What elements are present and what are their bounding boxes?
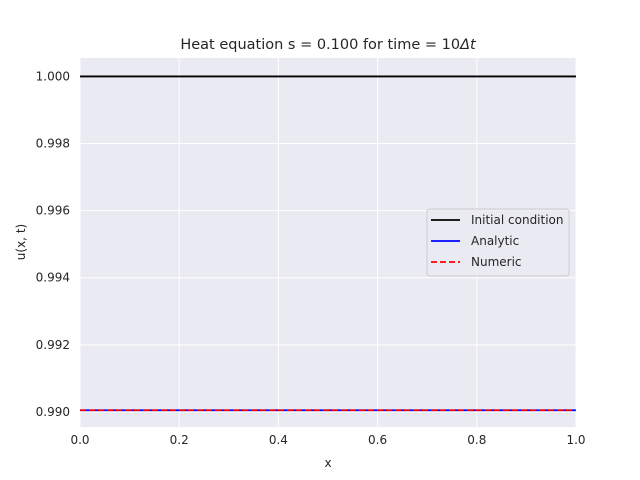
y-axis-ticks: 0.990 0.992 0.994 0.996 0.998 1.000 (36, 69, 70, 418)
chart-title: Heat equation s = 0.100 for time = 10Δt (180, 37, 477, 53)
y-tick-label: 0.994 (36, 271, 70, 285)
x-tick-label: 0.8 (467, 433, 486, 447)
legend-label: Initial condition (471, 213, 564, 227)
x-tick-label: 1.0 (566, 433, 585, 447)
title-symbol: Δt (459, 37, 477, 53)
y-axis-label: u(x, t) (14, 224, 28, 260)
y-tick-label: 0.990 (36, 405, 70, 419)
x-tick-label: 0.4 (269, 433, 288, 447)
x-axis-label: x (324, 456, 331, 470)
y-tick-label: 0.998 (36, 137, 70, 151)
y-tick-label: 0.992 (36, 338, 70, 352)
y-tick-label: 1.000 (36, 69, 70, 83)
series-layer (80, 75, 576, 412)
x-tick-label: 0.6 (368, 433, 387, 447)
x-axis-ticks: 0.0 0.2 0.4 0.6 0.8 1.0 (70, 433, 585, 447)
legend: Initial condition Analytic Numeric (426, 208, 570, 277)
legend-box (426, 208, 570, 277)
legend-label: Analytic (471, 234, 519, 248)
x-tick-label: 0.2 (170, 433, 189, 447)
x-tick-label: 0.0 (70, 433, 89, 447)
legend-label: Numeric (471, 255, 522, 269)
y-tick-label: 0.996 (36, 204, 70, 218)
